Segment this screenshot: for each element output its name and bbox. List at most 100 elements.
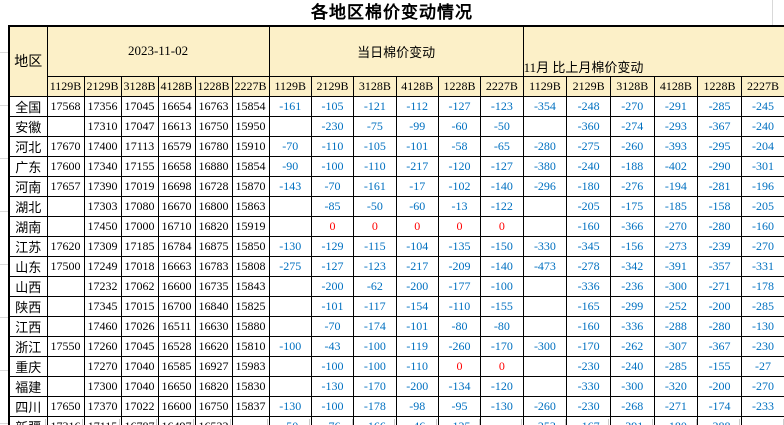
monthly-change-cell[interactable]: -268 xyxy=(609,395,655,417)
column-header-4128b[interactable]: 4128B xyxy=(653,75,699,97)
monthly-change-cell[interactable]: -281 xyxy=(697,175,742,197)
daily-change-cell[interactable]: -100 xyxy=(310,155,355,177)
daily-change-cell[interactable] xyxy=(268,355,312,377)
price-cell[interactable]: 17309 xyxy=(83,235,122,257)
monthly-change-cell[interactable]: -240 xyxy=(566,155,611,177)
price-cell[interactable]: 17356 xyxy=(83,95,122,117)
monthly-change-cell[interactable]: -273 xyxy=(653,235,699,257)
region-cell[interactable]: 福建 xyxy=(8,375,48,397)
price-cell[interactable]: 16663 xyxy=(157,255,196,277)
monthly-change-cell[interactable]: -160 xyxy=(566,315,611,337)
daily-change-cell[interactable]: -130 xyxy=(268,395,312,417)
price-cell[interactable]: 17026 xyxy=(120,315,159,337)
daily-change-cell[interactable]: 0 xyxy=(437,355,482,377)
price-cell[interactable]: 16780 xyxy=(194,135,233,157)
monthly-change-cell[interactable]: -307 xyxy=(653,335,699,357)
price-cell[interactable]: 16728 xyxy=(194,175,233,197)
price-cell[interactable]: 15919 xyxy=(231,215,270,237)
daily-change-cell[interactable]: -100 xyxy=(353,335,397,357)
region-cell[interactable]: 四川 xyxy=(8,395,48,417)
monthly-change-cell[interactable]: -285 xyxy=(740,295,784,317)
region-cell[interactable]: 陕西 xyxy=(8,295,48,317)
price-cell[interactable]: 15983 xyxy=(231,355,270,377)
daily-change-cell[interactable]: -122 xyxy=(480,195,524,217)
price-cell[interactable] xyxy=(46,115,85,137)
monthly-change-cell[interactable]: -331 xyxy=(740,255,784,277)
price-cell[interactable]: 16735 xyxy=(194,275,233,297)
price-cell[interactable]: 16650 xyxy=(157,375,196,397)
monthly-change-cell[interactable]: -196 xyxy=(740,175,784,197)
region-cell[interactable]: 河北 xyxy=(8,135,48,157)
monthly-change-cell[interactable]: -296 xyxy=(522,175,568,197)
daily-change-cell[interactable]: -275 xyxy=(268,255,312,277)
region-cell[interactable]: 山东 xyxy=(8,255,48,277)
daily-change-cell[interactable] xyxy=(268,115,312,137)
region-cell[interactable]: 重庆 xyxy=(8,355,48,377)
price-cell[interactable]: 17460 xyxy=(83,315,122,337)
daily-change-cell[interactable]: -112 xyxy=(395,95,439,117)
monthly-change-cell[interactable]: -248 xyxy=(566,95,611,117)
price-cell[interactable]: 16579 xyxy=(157,135,196,157)
price-cell[interactable] xyxy=(46,375,85,397)
price-cell[interactable]: 16585 xyxy=(157,355,196,377)
monthly-change-cell[interactable]: -27 xyxy=(740,355,784,377)
monthly-change-cell[interactable]: -299 xyxy=(609,295,655,317)
monthly-change-cell[interactable]: -300 xyxy=(609,375,655,397)
column-header-1228b[interactable]: 1228B xyxy=(437,75,482,97)
daily-change-cell[interactable]: -110 xyxy=(353,155,397,177)
column-header-1129b[interactable]: 1129B xyxy=(46,75,85,97)
column-header-3128b[interactable]: 3128B xyxy=(609,75,655,97)
daily-change-cell[interactable] xyxy=(268,195,312,217)
daily-change-cell[interactable]: -70 xyxy=(310,315,355,337)
daily-change-cell[interactable]: -130 xyxy=(268,235,312,257)
daily-change-cell[interactable]: -115 xyxy=(353,235,397,257)
price-cell[interactable]: 17600 xyxy=(46,155,85,177)
daily-change-cell[interactable]: -174 xyxy=(353,315,397,337)
monthly-change-cell[interactable]: -174 xyxy=(697,395,742,417)
daily-change-cell[interactable]: -161 xyxy=(353,175,397,197)
daily-change-cell[interactable]: -75 xyxy=(353,115,397,137)
region-column-header[interactable]: 地区 xyxy=(8,25,48,97)
price-cell[interactable]: 15830 xyxy=(231,375,270,397)
price-cell[interactable] xyxy=(46,195,85,217)
column-header-2227b[interactable]: 2227B xyxy=(231,75,270,97)
daily-change-cell[interactable]: -121 xyxy=(353,95,397,117)
daily-change-cell[interactable]: -178 xyxy=(353,395,397,417)
monthly-change-cell[interactable] xyxy=(522,375,568,397)
price-cell[interactable]: 17300 xyxy=(83,375,122,397)
daily-change-cell[interactable]: -60 xyxy=(437,115,482,137)
region-cell[interactable]: 湖南 xyxy=(8,215,48,237)
price-cell[interactable]: 15870 xyxy=(231,175,270,197)
monthly-change-cell[interactable]: -274 xyxy=(609,115,655,137)
monthly-change-cell[interactable] xyxy=(522,295,568,317)
monthly-change-cell[interactable]: -252 xyxy=(653,295,699,317)
price-cell[interactable]: 16654 xyxy=(157,95,196,117)
price-cell[interactable]: 17018 xyxy=(120,255,159,277)
monthly-change-cell[interactable]: -160 xyxy=(740,215,784,237)
daily-change-cell[interactable]: -95 xyxy=(437,395,482,417)
daily-change-cell[interactable]: -127 xyxy=(310,255,355,277)
daily-change-cell[interactable]: -65 xyxy=(480,135,524,157)
price-cell[interactable]: 17650 xyxy=(46,395,85,417)
monthly-change-cell[interactable]: -270 xyxy=(740,235,784,257)
monthly-change-cell[interactable]: -205 xyxy=(740,195,784,217)
daily-change-cell[interactable]: -200 xyxy=(395,275,439,297)
daily-change-cell[interactable]: -117 xyxy=(353,295,397,317)
column-header-2129b[interactable]: 2129B xyxy=(566,75,611,97)
daily-change-cell[interactable]: 0 xyxy=(480,215,524,237)
price-cell[interactable]: 17270 xyxy=(83,355,122,377)
price-cell[interactable]: 17345 xyxy=(83,295,122,317)
daily-change-cell[interactable]: -123 xyxy=(353,255,397,277)
monthly-change-cell[interactable]: -175 xyxy=(609,195,655,217)
price-cell[interactable]: 15910 xyxy=(231,135,270,157)
daily-change-cell[interactable]: -110 xyxy=(310,135,355,157)
price-cell[interactable]: 15843 xyxy=(231,275,270,297)
monthly-change-cell[interactable]: -336 xyxy=(609,315,655,337)
daily-change-cell[interactable]: -140 xyxy=(480,175,524,197)
daily-change-cell[interactable]: -110 xyxy=(437,295,482,317)
monthly-change-cell[interactable] xyxy=(522,315,568,337)
price-cell[interactable]: 17080 xyxy=(120,195,159,217)
price-cell[interactable]: 16620 xyxy=(194,335,233,357)
daily-change-cell[interactable]: -110 xyxy=(395,355,439,377)
monthly-change-cell[interactable] xyxy=(522,195,568,217)
